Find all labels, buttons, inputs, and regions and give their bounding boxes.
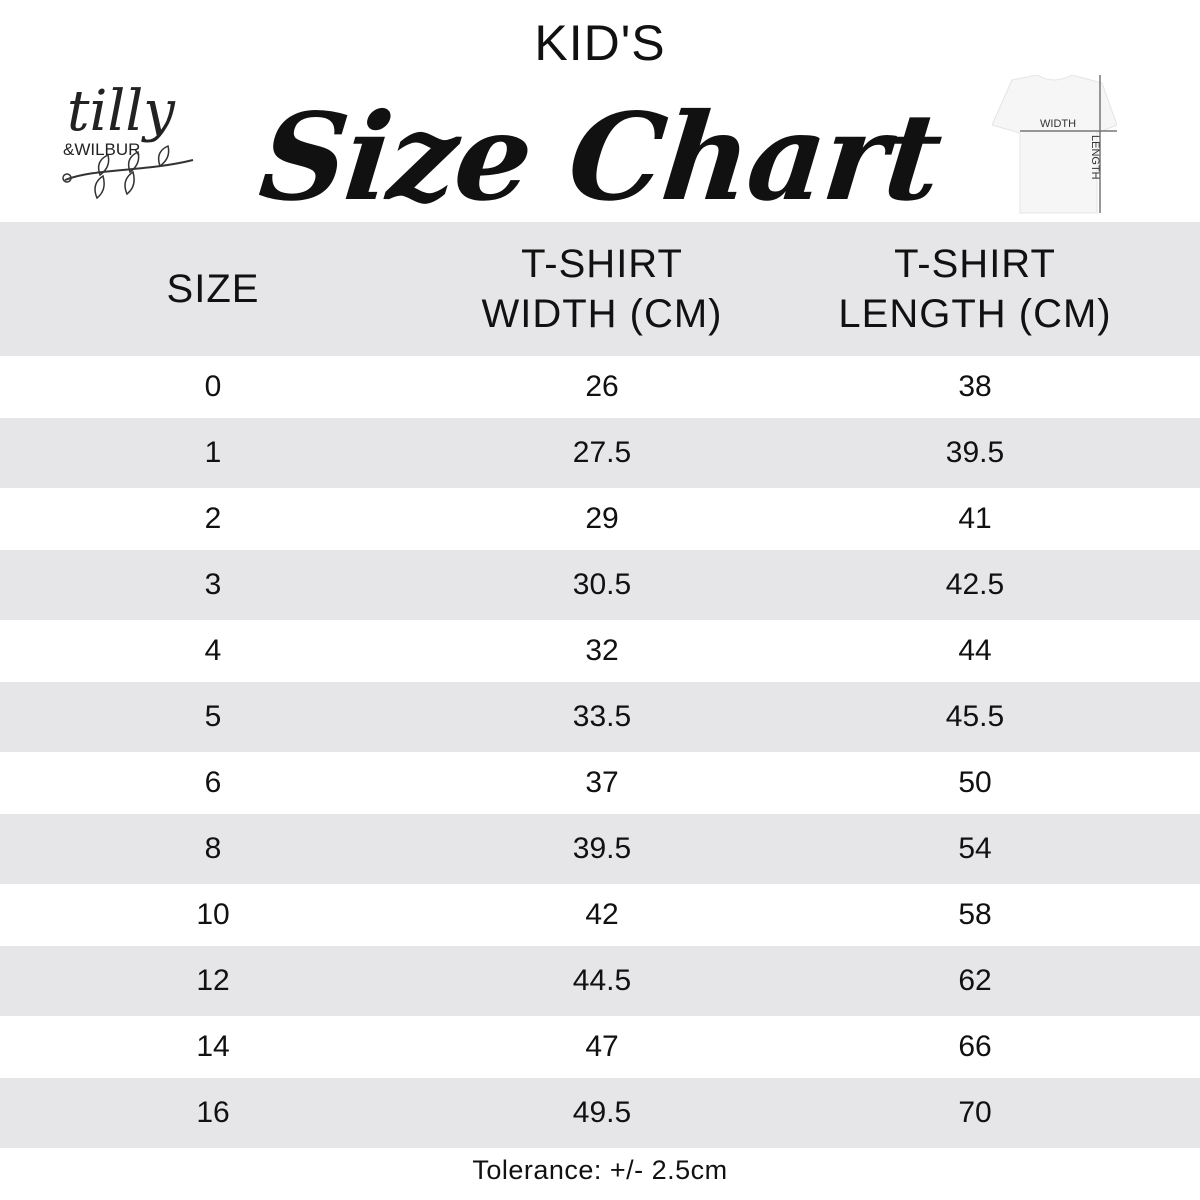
header-line: SIZE (166, 267, 260, 311)
width-cell: 30.5 (572, 568, 632, 601)
header-line: LENGTH (CM) (838, 292, 1112, 336)
width-cell: 33.5 (572, 700, 632, 733)
header-line: WIDTH (CM) (481, 292, 723, 336)
table-row: 3 30.5 42.5 (0, 550, 1200, 620)
table-row: 16 49.5 70 (0, 1078, 1200, 1148)
length-cell: 44 (958, 634, 992, 667)
header-width: T-SHIRT WIDTH (CM) (402, 239, 802, 339)
length-cell: 66 (958, 1030, 992, 1063)
table-row: 4 32 44 (0, 620, 1200, 682)
width-cell: 44.5 (572, 964, 632, 997)
length-cell: 54 (958, 832, 992, 865)
length-cell: 70 (958, 1096, 992, 1129)
length-cell: 42.5 (945, 568, 1005, 601)
length-cell: 62 (958, 964, 992, 997)
width-cell: 32 (585, 634, 619, 667)
size-cell: 12 (196, 964, 230, 997)
width-cell: 29 (585, 502, 619, 535)
table-row: 2 29 41 (0, 488, 1200, 550)
size-cell: 16 (196, 1096, 230, 1129)
width-cell: 27.5 (572, 436, 632, 469)
header-length: T-SHIRT LENGTH (CM) (775, 239, 1175, 339)
width-cell: 42 (585, 898, 619, 931)
table-row: 6 37 50 (0, 752, 1200, 814)
length-cell: 41 (958, 502, 992, 535)
brand-logo: tilly &WILBUR (55, 60, 205, 200)
kicker-text: KID'S (534, 15, 666, 71)
size-cell: 14 (196, 1030, 230, 1063)
tshirt-diagram: WIDTH LENGTH (991, 74, 1118, 215)
page-title: Size Chart (253, 87, 947, 228)
size-cell: 4 (204, 634, 222, 667)
size-table: SIZE T-SHIRT WIDTH (CM) T-SHIRT LENGTH (CM… (0, 222, 1200, 1148)
table-row: 14 47 66 (0, 1016, 1200, 1078)
header-size: SIZE (113, 264, 313, 314)
table-row: 1 27.5 39.5 (0, 418, 1200, 488)
size-cell: 10 (196, 898, 230, 931)
table-row: 12 44.5 62 (0, 946, 1200, 1016)
svg-text:tilly: tilly (67, 79, 176, 144)
size-cell: 1 (204, 436, 222, 469)
table-row: 8 39.5 54 (0, 814, 1200, 884)
size-cell: 6 (204, 766, 222, 799)
width-cell: 39.5 (572, 832, 632, 865)
size-cell: 8 (204, 832, 222, 865)
size-cell: 5 (204, 700, 222, 733)
width-label: WIDTH (1040, 118, 1076, 130)
table-header: SIZE T-SHIRT WIDTH (CM) T-SHIRT LENGTH (CM… (0, 222, 1200, 356)
size-cell: 0 (204, 370, 222, 403)
header-line: T-SHIRT (894, 242, 1056, 286)
size-cell: 2 (204, 502, 222, 535)
width-cell: 47 (585, 1030, 619, 1063)
length-cell: 39.5 (945, 436, 1005, 469)
width-cell: 26 (585, 370, 619, 403)
size-cell: 3 (204, 568, 222, 601)
length-cell: 45.5 (945, 700, 1005, 733)
header-line: T-SHIRT (521, 242, 683, 286)
table-row: 5 33.5 45.5 (0, 682, 1200, 752)
length-cell: 58 (958, 898, 992, 931)
table-row: 0 26 38 (0, 356, 1200, 418)
svg-text:&WILBUR: &WILBUR (63, 140, 140, 159)
length-cell: 50 (958, 766, 992, 799)
width-cell: 49.5 (572, 1096, 632, 1129)
length-cell: 38 (958, 370, 992, 403)
width-cell: 37 (585, 766, 619, 799)
length-label: LENGTH (1089, 135, 1101, 180)
table-row: 10 42 58 (0, 884, 1200, 946)
tolerance-note: Tolerance: +/- 2.5cm (472, 1155, 728, 1185)
